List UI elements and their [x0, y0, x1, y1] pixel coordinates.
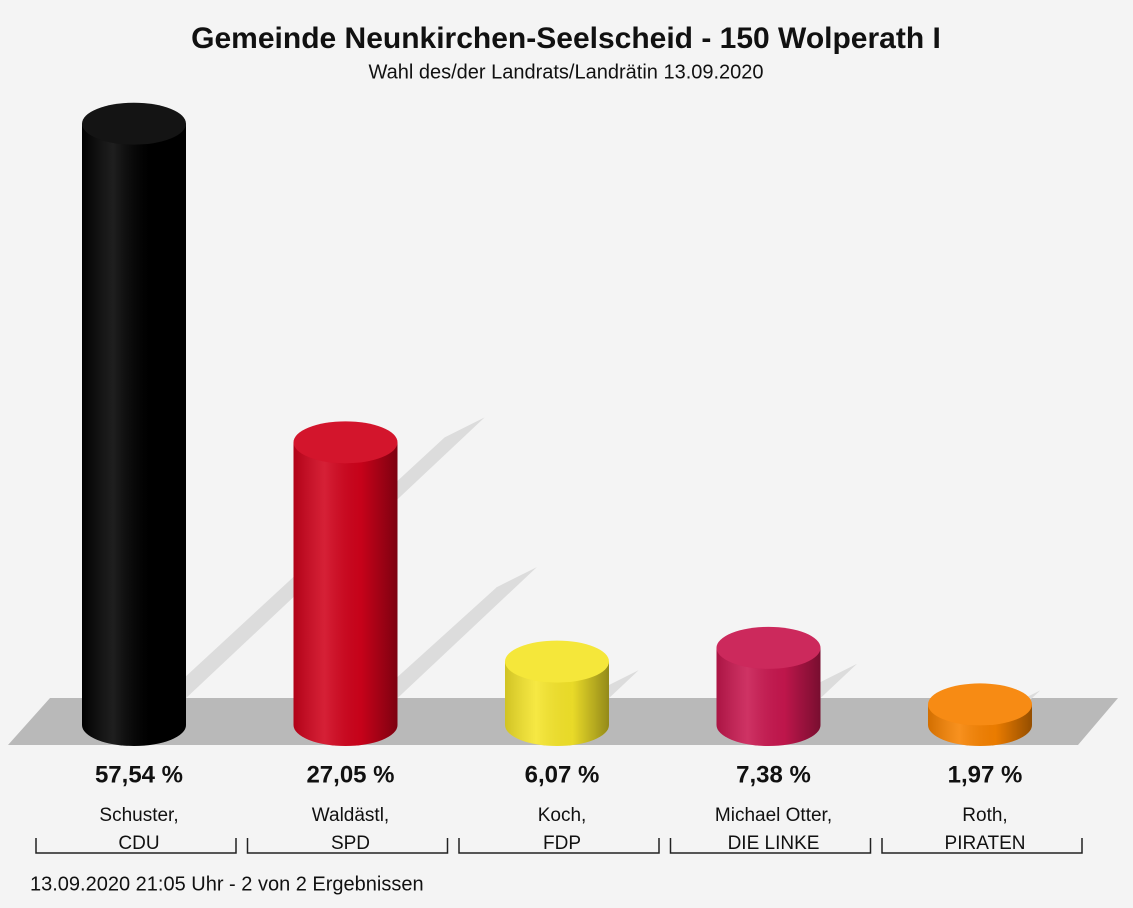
category-label: PIRATEN: [945, 833, 1026, 854]
category-label: Schuster,: [99, 805, 178, 826]
bar-top-highlight: [505, 640, 609, 683]
bar-bottom-shading: [293, 725, 398, 747]
bar-bottom-shading: [82, 725, 186, 746]
category-label: Koch,: [538, 805, 587, 826]
value-label: 27,05 %: [306, 761, 394, 788]
bar-top: [716, 626, 821, 669]
bar-top-highlight: [716, 626, 821, 669]
category-label: Waldästl,: [312, 805, 389, 826]
bar-bottom-shading: [928, 725, 1032, 746]
category-bracket: [35, 838, 237, 854]
category-bracket: [458, 838, 660, 854]
category-label: SPD: [331, 833, 370, 854]
category-bracket: [669, 838, 872, 854]
category-label: FDP: [543, 833, 581, 854]
category-label: Michael Otter,: [715, 805, 832, 826]
category-label: Roth,: [962, 805, 1007, 826]
bar-bottom-shading: [505, 725, 609, 746]
footer: 13.09.2020 21:05 Uhr - 2 von 2 Ergebniss…: [30, 873, 424, 895]
bar-top-highlight: [82, 102, 186, 145]
category-bracket: [246, 838, 449, 854]
bar-shadow: [355, 567, 537, 715]
bars: [82, 102, 1032, 747]
chart-subtitle: Wahl des/der Landrats/Landrätin 13.09.20…: [368, 61, 763, 83]
category-bracket: [881, 838, 1083, 854]
value-label: 6,07 %: [525, 761, 600, 788]
bar-bottom-shading: [716, 725, 821, 747]
bar-top-highlight: [928, 683, 1032, 726]
bar-top: [928, 683, 1032, 726]
bar-top-highlight: [293, 421, 398, 464]
value-label: 7,38 %: [736, 761, 811, 788]
bar-shading: [82, 123, 186, 725]
bar-top: [505, 640, 609, 683]
value-label: 1,97 %: [948, 761, 1023, 788]
chart-title: Gemeinde Neunkirchen-Seelscheid - 150 Wo…: [191, 22, 941, 55]
bar-top: [82, 102, 186, 145]
category-label: DIE LINKE: [728, 833, 820, 854]
bar-shading: [293, 442, 398, 725]
category-label: CDU: [118, 833, 159, 854]
bar-top: [293, 421, 398, 464]
value-label: 57,54 %: [95, 761, 183, 788]
